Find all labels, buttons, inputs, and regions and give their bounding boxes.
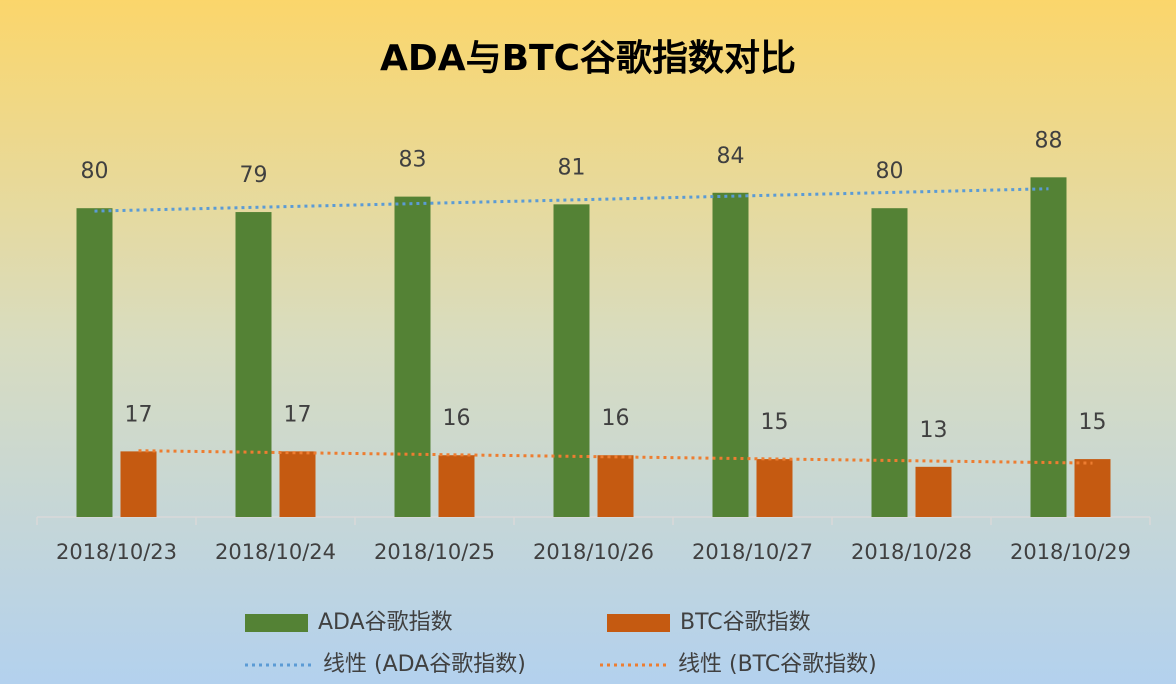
legend-label: 线性 (ADA谷歌指数) — [323, 652, 526, 677]
data-label: 17 — [125, 402, 153, 427]
bar — [394, 196, 431, 517]
bar — [597, 455, 634, 517]
bar — [871, 208, 908, 517]
bar — [279, 451, 316, 517]
data-label: 80 — [81, 159, 109, 184]
legend-label: 线性 (BTC谷歌指数) — [678, 652, 877, 677]
chart-title: ADA与BTC谷歌指数对比 — [380, 38, 796, 79]
trendline — [94, 187, 1049, 213]
data-label: 15 — [1079, 410, 1107, 435]
data-label: 83 — [399, 148, 427, 173]
x-tick-label: 2018/10/25 — [374, 540, 495, 564]
data-label: 79 — [240, 163, 268, 188]
bar — [438, 455, 475, 517]
legend-swatch — [245, 614, 308, 632]
legend-label: BTC谷歌指数 — [680, 610, 811, 635]
data-label: 16 — [602, 406, 630, 431]
bar — [1074, 459, 1111, 517]
data-label: 13 — [920, 418, 948, 443]
legend-label: ADA谷歌指数 — [318, 610, 453, 635]
data-label: 15 — [761, 410, 789, 435]
trendline — [138, 449, 1093, 465]
data-label: 80 — [876, 159, 904, 184]
data-label: 84 — [717, 144, 745, 169]
bar — [1030, 177, 1067, 517]
legend-swatch — [607, 614, 670, 632]
data-label: 88 — [1035, 128, 1063, 153]
data-label: 81 — [558, 155, 586, 180]
x-tick-label: 2018/10/24 — [215, 540, 336, 564]
bar — [712, 192, 749, 517]
x-tick-label: 2018/10/26 — [533, 540, 654, 564]
bar — [756, 459, 793, 517]
x-tick-label: 2018/10/29 — [1010, 540, 1131, 564]
x-tick-label: 2018/10/28 — [851, 540, 972, 564]
bar — [120, 451, 157, 517]
bar — [76, 208, 113, 517]
bar — [235, 212, 272, 517]
bar — [915, 466, 952, 517]
data-label: 17 — [284, 402, 312, 427]
x-tick-label: 2018/10/27 — [692, 540, 813, 564]
data-label: 16 — [443, 406, 471, 431]
x-tick-label: 2018/10/23 — [56, 540, 177, 564]
bar — [553, 204, 590, 517]
